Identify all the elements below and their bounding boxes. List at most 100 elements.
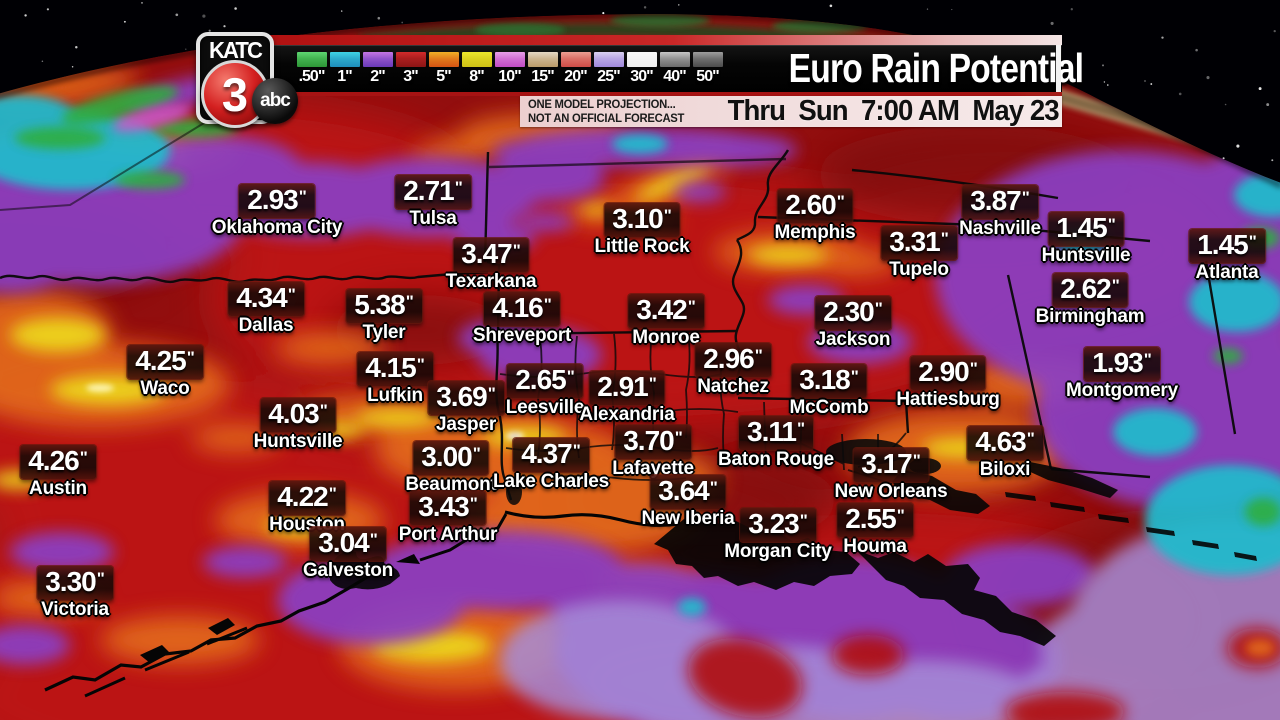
legend-threshold-label: 30" [630, 67, 653, 85]
city-rain-label: 4.26" Austin [20, 445, 96, 500]
city-rain-label: 2.90" Hattiesburg [896, 356, 1000, 411]
city-name: Huntsville [1041, 245, 1131, 266]
inch-mark: " [796, 419, 806, 438]
city-name: Lake Charles [493, 471, 609, 492]
city-rain-label: 3.42" Monroe [628, 294, 704, 349]
city-rain-label: 3.04" Galveston [303, 527, 393, 582]
rain-value-box: 2.96" [695, 343, 771, 377]
inch-mark: " [850, 367, 859, 386]
rain-amount: 5.38 [354, 289, 405, 320]
inch-mark: " [566, 367, 575, 386]
rain-value-box: 4.22" [269, 481, 345, 515]
rain-value-box: 2.71" [395, 175, 471, 209]
rain-amount: 4.37 [521, 438, 572, 469]
legend-color-swatch [329, 51, 360, 67]
city-rain-label: 5.38" Tyler [346, 289, 422, 344]
rain-amount: 4.25 [135, 345, 186, 376]
rain-amount: 2.91 [597, 371, 648, 402]
inch-mark: " [1026, 429, 1035, 448]
rain-value-box: 4.34" [228, 282, 304, 316]
legend-color-swatch [296, 51, 327, 67]
legend-color-swatch [362, 51, 393, 67]
city-name: Tyler [362, 322, 406, 343]
rain-value-box: 4.26" [20, 445, 96, 479]
rain-value-box: 2.55" [837, 503, 913, 537]
city-rain-label: 2.71" Tulsa [395, 175, 471, 230]
city-name: Montgomery [1065, 380, 1179, 401]
city-rain-label: 4.37" Lake Charles [493, 438, 609, 493]
inch-mark: " [472, 444, 481, 463]
rain-amount: 3.23 [748, 508, 799, 539]
rain-amount: 3.43 [418, 491, 469, 522]
city-rain-label: 1.45" Atlanta [1189, 229, 1265, 284]
city-name: Victoria [41, 599, 109, 620]
rain-amount: 2.55 [845, 503, 896, 534]
legend-threshold-label: 1" [337, 67, 353, 85]
city-name: Dallas [238, 315, 294, 336]
rain-value-box: 4.25" [127, 345, 203, 379]
inch-mark: " [969, 359, 978, 378]
city-name: Tupelo [889, 259, 949, 280]
legend-color-swatch [593, 51, 624, 67]
legend-threshold-label: 40" [663, 67, 686, 85]
city-name: Biloxi [979, 459, 1031, 480]
rain-amount: 4.26 [28, 445, 79, 476]
rain-value-box: 3.00" [413, 441, 489, 475]
city-name: Oklahoma City [211, 217, 343, 238]
city-name: Waco [140, 378, 190, 399]
city-name: New Orleans [834, 481, 948, 502]
legend-item: 5" [427, 51, 460, 86]
rain-amount: 2.65 [515, 364, 566, 395]
katc-call-letters: KATC [208, 37, 263, 63]
city-rain-label: 4.16" Shreveport [473, 292, 571, 347]
rain-amount: 4.34 [236, 282, 287, 313]
inch-mark: " [687, 297, 696, 316]
city-name: Hattiesburg [896, 389, 1000, 410]
legend-item: 20" [559, 51, 592, 86]
city-name: Nashville [959, 218, 1041, 239]
city-rain-label: 3.17" New Orleans [835, 448, 948, 503]
rain-amount: 4.22 [277, 481, 328, 512]
rain-amount: 3.04 [318, 527, 369, 558]
legend-threshold-label: 2" [370, 67, 386, 85]
legend-threshold-label: 8" [469, 67, 485, 85]
legend-item: 40" [658, 51, 691, 86]
legend-item: 15" [526, 51, 559, 86]
inch-mark: " [1143, 350, 1152, 369]
rain-value-box: 2.65" [507, 364, 583, 398]
city-rain-label: 3.18" McComb [789, 364, 869, 419]
city-rain-label: 2.91" Alexandria [579, 371, 675, 426]
inch-mark: " [328, 484, 337, 503]
city-name: Tulsa [409, 208, 457, 229]
rain-amount: 4.03 [268, 398, 319, 429]
city-rain-label: 2.55" Houma [837, 503, 913, 558]
rain-value-box: 4.37" [513, 438, 589, 472]
legend-item: 30" [625, 51, 658, 86]
city-rain-label: 3.00" Beaumont [405, 441, 497, 496]
rain-amount: 3.31 [889, 226, 940, 257]
valid-through-text: Thru Sun 7:00 AM May 23 [727, 95, 1059, 127]
city-rain-label: 3.70" Lafayette [612, 425, 694, 480]
disclaimer-line1: ONE MODEL PROJECTION... [528, 97, 676, 112]
rain-amount: 2.62 [1060, 273, 1111, 304]
inch-mark: " [369, 530, 378, 549]
rain-amount: 2.71 [403, 175, 454, 206]
rain-amount: 4.16 [492, 292, 543, 323]
rain-amount: 3.64 [658, 475, 709, 506]
rain-value-box: 3.23" [740, 508, 816, 542]
rain-amount: 3.47 [461, 238, 512, 269]
city-name: McComb [789, 397, 869, 418]
legend-item: 25" [592, 51, 625, 86]
legend-item: 8" [460, 51, 493, 86]
rain-scale-legend: .50" 1" 2" 3" 5" 8" 10" 15" 20" 25" 30" [295, 51, 724, 86]
rain-value-box: 1.93" [1084, 347, 1160, 381]
legend-item: 2" [361, 51, 394, 86]
city-rain-label: 4.15" Lufkin [357, 352, 433, 407]
legend-threshold-label: 3" [403, 67, 419, 85]
rain-amount: 2.90 [918, 356, 969, 387]
city-rain-label: 2.30" Jackson [815, 296, 891, 351]
inch-mark: " [1111, 276, 1120, 295]
rain-value-box: 4.63" [967, 426, 1043, 460]
rain-amount: 1.93 [1092, 347, 1143, 378]
